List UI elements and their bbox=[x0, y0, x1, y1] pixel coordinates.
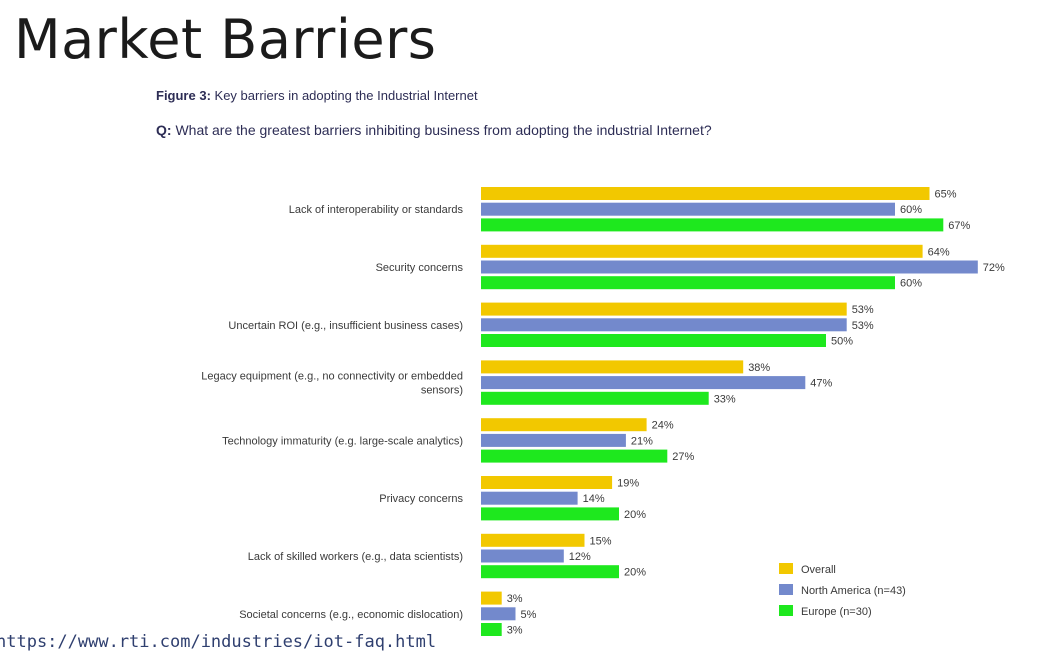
bar bbox=[481, 276, 895, 290]
data-label: 19% bbox=[617, 478, 639, 490]
survey-question: Q: What are the greatest barriers inhibi… bbox=[156, 122, 712, 138]
data-label: 60% bbox=[900, 278, 922, 290]
data-label: 53% bbox=[852, 320, 874, 332]
data-label: 14% bbox=[583, 493, 605, 505]
data-label: 24% bbox=[652, 420, 674, 432]
bar bbox=[481, 202, 895, 216]
bar bbox=[481, 376, 806, 390]
bar bbox=[481, 507, 619, 521]
data-label: 65% bbox=[935, 189, 957, 201]
bar bbox=[481, 491, 578, 505]
question-text: What are the greatest barriers inhibitin… bbox=[175, 122, 712, 138]
category-label: Security concerns bbox=[376, 262, 464, 274]
slide-title: Market Barriers bbox=[14, 8, 437, 71]
data-label: 5% bbox=[521, 609, 537, 621]
data-label: 64% bbox=[928, 246, 950, 258]
bar bbox=[481, 533, 585, 547]
category-label: Lack of skilled workers (e.g., data scie… bbox=[248, 551, 463, 563]
data-label: 20% bbox=[624, 567, 646, 579]
bar bbox=[481, 187, 930, 200]
data-label: 60% bbox=[900, 204, 922, 216]
bar bbox=[481, 449, 668, 463]
bar bbox=[481, 244, 923, 258]
bar bbox=[481, 418, 647, 432]
category-label: Uncertain ROI (e.g., insufficient busine… bbox=[228, 320, 463, 332]
category-label: Technology immaturity (e.g. large-scale … bbox=[222, 435, 463, 447]
legend-swatch bbox=[779, 563, 793, 574]
data-label: 50% bbox=[831, 336, 853, 348]
data-label: 27% bbox=[672, 451, 694, 463]
bar bbox=[481, 607, 516, 621]
data-label: 3% bbox=[507, 625, 523, 637]
data-label: 38% bbox=[748, 362, 770, 374]
data-label: 67% bbox=[948, 220, 970, 232]
bar bbox=[481, 260, 978, 274]
bar bbox=[481, 623, 502, 636]
bar bbox=[481, 218, 944, 232]
bar bbox=[481, 591, 502, 605]
category-label: Lack of interoperability or standards bbox=[289, 204, 464, 216]
data-label: 33% bbox=[714, 393, 736, 405]
bar bbox=[481, 476, 613, 489]
figure-label: Figure 3: bbox=[156, 88, 211, 103]
data-label: 3% bbox=[507, 593, 523, 605]
bar bbox=[481, 549, 564, 563]
data-label: 53% bbox=[852, 304, 874, 316]
figure-caption-text: Key barriers in adopting the Industrial … bbox=[214, 88, 478, 103]
figure-caption: Figure 3: Key barriers in adopting the I… bbox=[156, 88, 478, 103]
data-label: 15% bbox=[590, 535, 612, 547]
legend-label: North America (n=43) bbox=[801, 585, 906, 597]
bar bbox=[481, 334, 826, 347]
data-label: 20% bbox=[624, 509, 646, 521]
bar bbox=[481, 302, 847, 316]
legend-label: Europe (n=30) bbox=[801, 606, 872, 618]
category-label: sensors) bbox=[421, 385, 463, 397]
data-label: 12% bbox=[569, 551, 591, 563]
source-url[interactable]: https://www.rti.com/industries/iot-faq.h… bbox=[0, 632, 437, 652]
bar bbox=[481, 433, 626, 447]
legend-label: Overall bbox=[801, 564, 836, 576]
question-label: Q: bbox=[156, 122, 172, 138]
bar bbox=[481, 360, 744, 374]
bar bbox=[481, 565, 619, 579]
bar bbox=[481, 391, 709, 405]
bar bbox=[481, 318, 847, 332]
category-label: Legacy equipment (e.g., no connectivity … bbox=[201, 371, 463, 383]
category-label: Societal concerns (e.g., economic disloc… bbox=[239, 609, 463, 621]
category-label: Privacy concerns bbox=[379, 493, 463, 505]
legend-swatch bbox=[779, 605, 793, 616]
data-label: 47% bbox=[810, 378, 832, 390]
data-label: 21% bbox=[631, 435, 653, 447]
legend-swatch bbox=[779, 584, 793, 595]
data-label: 72% bbox=[983, 262, 1005, 274]
